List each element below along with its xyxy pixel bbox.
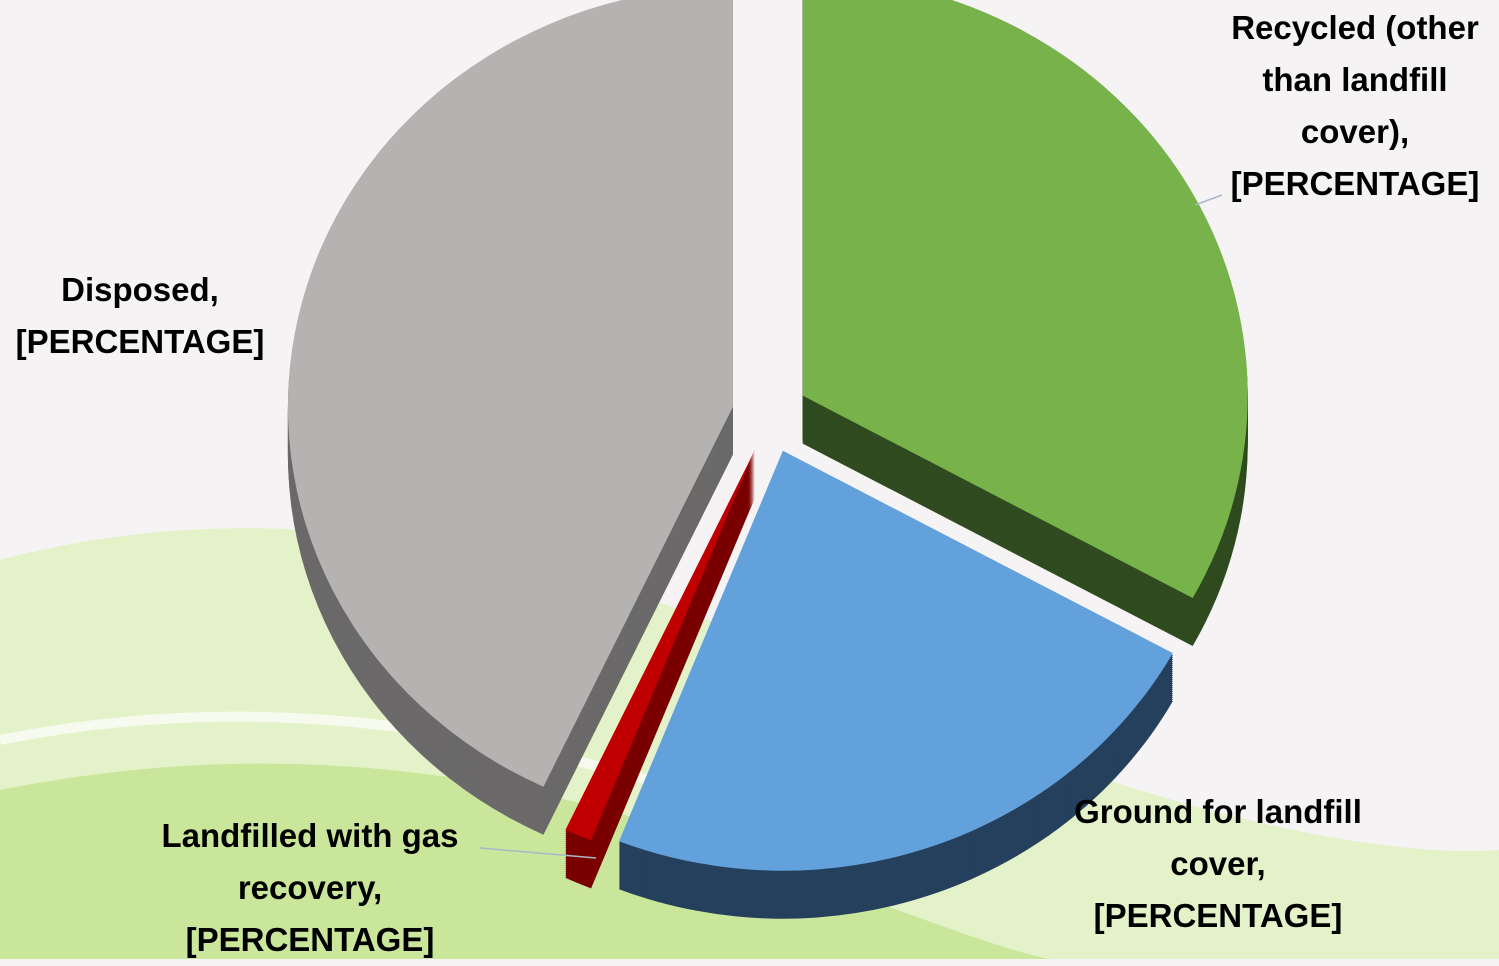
- label-category: Landfilled with gas recovery,: [161, 817, 458, 906]
- label-value: [PERCENTAGE]: [1231, 165, 1480, 202]
- label-category: Recycled (other than landfill cover),: [1231, 9, 1479, 150]
- label-value: [PERCENTAGE]: [186, 921, 435, 958]
- label-category: Ground for landfill cover,: [1074, 793, 1362, 882]
- label-value: [PERCENTAGE]: [16, 323, 265, 360]
- data-label: Ground for landfill cover, [PERCENTAGE]: [1058, 786, 1378, 942]
- data-label: Disposed, [PERCENTAGE]: [5, 264, 275, 368]
- label-value: [PERCENTAGE]: [1094, 897, 1343, 934]
- label-category: Disposed,: [61, 271, 219, 308]
- page: Recycled (other than landfill cover), [PE…: [0, 0, 1499, 959]
- data-label: Recycled (other than landfill cover), [PE…: [1205, 2, 1499, 210]
- data-label: Landfilled with gas recovery, [PERCENTAGE…: [140, 810, 480, 966]
